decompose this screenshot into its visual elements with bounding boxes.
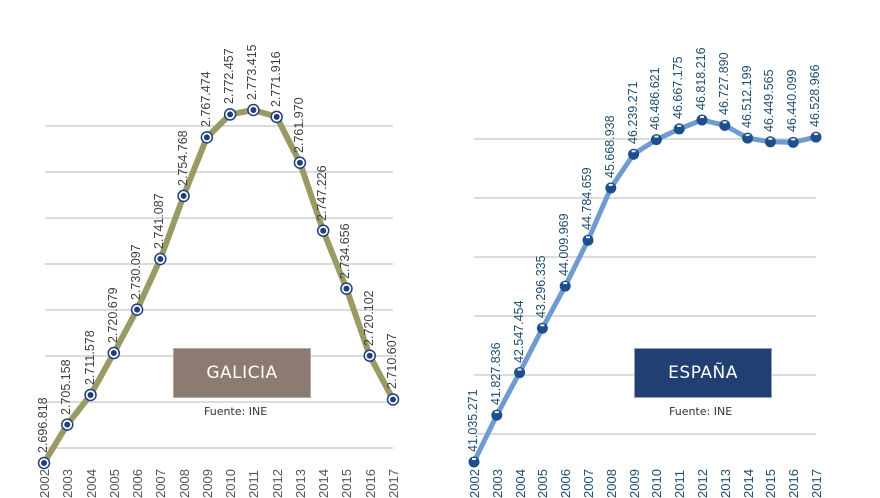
- data-value-label: 2.720.679: [105, 287, 120, 344]
- x-axis-tick-label: 2017: [386, 469, 401, 498]
- data-value-label: 2.771.916: [268, 51, 283, 107]
- data-point-marker: [764, 136, 776, 148]
- espana-series-line: [471, 117, 817, 464]
- galicia-series-line: [41, 107, 396, 465]
- x-axis-tick-label: 2015: [339, 469, 355, 498]
- data-value-label: 41.035.271: [466, 389, 480, 452]
- data-point-marker: [673, 123, 685, 135]
- data-value-label: 2.767.474: [198, 71, 213, 128]
- x-axis-tick-label: 2012: [269, 469, 285, 498]
- data-point-marker: [696, 114, 708, 126]
- x-axis-tick-label: 2011: [672, 470, 688, 498]
- data-value-label: 2.711.578: [82, 330, 97, 385]
- x-axis-tick-label: 2003: [60, 469, 76, 498]
- data-value-label: 46.440.099: [785, 69, 800, 133]
- x-axis-tick-label: 2002: [467, 469, 482, 498]
- data-value-label: 46.818.216: [694, 47, 708, 110]
- x-axis-tick-label: 2005: [106, 469, 122, 498]
- data-value-label: 2.754.768: [175, 130, 190, 186]
- x-axis-tick-label: 2012: [695, 469, 710, 498]
- data-value-label: 2.734.656: [338, 223, 353, 279]
- data-point-marker: [628, 148, 640, 160]
- data-value-label: 42.547.454: [511, 300, 526, 363]
- data-point-marker: [514, 367, 526, 379]
- data-point-marker: [810, 131, 822, 143]
- data-value-label: 46.486.621: [648, 67, 663, 130]
- data-markers: [37, 103, 822, 470]
- x-axis-tick-label: 2007: [153, 469, 169, 498]
- data-value-label: 2.741.087: [152, 193, 167, 249]
- x-axis-tick-label: 2006: [558, 469, 574, 498]
- data-point-marker: [719, 119, 731, 131]
- data-value-label: 2.773.415: [245, 44, 260, 100]
- data-value-label: 46.727.890: [716, 52, 731, 116]
- data-point-marker: [787, 136, 799, 148]
- x-axis-tick-label: 2009: [199, 469, 215, 498]
- data-value-label: 46.528.966: [808, 64, 822, 128]
- series-lines: [41, 107, 817, 465]
- data-value-label: 2.705.158: [59, 358, 74, 415]
- espana-title-badge: ESPAÑA: [634, 348, 772, 398]
- x-axis-tick-label: 2004: [83, 469, 99, 498]
- data-point-marker: [582, 234, 594, 246]
- data-value-label: 46.239.271: [625, 81, 640, 145]
- data-value-label: 46.512.199: [739, 65, 754, 129]
- espana-title: ESPAÑA: [668, 363, 738, 383]
- x-axis-tick-label: 2004: [512, 469, 528, 498]
- data-value-label: 2.710.607: [385, 333, 399, 390]
- galicia-title: GALICIA: [206, 363, 278, 383]
- data-point-marker: [742, 132, 754, 144]
- data-value-label: 2.696.818: [36, 397, 50, 453]
- x-axis-tick-label: 2013: [292, 469, 308, 498]
- data-value-label: 2.720.102: [361, 290, 376, 346]
- data-value-label: 45.668.938: [602, 115, 617, 178]
- x-axis-tick-label: 2010: [649, 469, 665, 498]
- data-point-marker: [536, 322, 548, 334]
- data-value-label: 2.747.226: [315, 165, 330, 221]
- x-axis-tick-label: 2014: [740, 469, 756, 498]
- data-value-label: 46.667.175: [671, 56, 686, 119]
- data-point-marker: [605, 182, 617, 194]
- data-point-marker: [491, 409, 503, 421]
- galicia-source: Fuente: INE: [204, 405, 268, 418]
- data-point-marker: [559, 280, 571, 292]
- data-value-label: 44.784.659: [580, 167, 594, 231]
- x-axis-tick-label: 2011: [246, 470, 262, 498]
- x-axis-tick-label: 2013: [717, 469, 733, 498]
- x-axis-tick-label: 2008: [603, 469, 619, 498]
- data-value-label: 2.730.097: [129, 244, 144, 300]
- x-axis-tick-label: 2016: [362, 469, 378, 498]
- data-value-label: 46.449.565: [762, 69, 777, 132]
- data-point-marker: [468, 456, 480, 468]
- x-axis-tick-label: 2016: [786, 469, 802, 498]
- x-axis-tick-label: 2007: [581, 469, 596, 498]
- x-axis-tick-label: 2003: [489, 469, 505, 498]
- data-value-label: 2.761.970: [291, 97, 306, 153]
- data-value-label: 41.827.836: [488, 342, 503, 406]
- data-value-label: 2.772.457: [222, 48, 237, 105]
- x-axis-tick-label: 2010: [223, 469, 239, 498]
- x-axis-tick-label: 2005: [535, 469, 551, 498]
- gridlines: [45, 125, 816, 449]
- data-value-label: 44.009.969: [557, 213, 572, 277]
- x-axis-tick-label: 2002: [37, 469, 52, 498]
- galicia-title-badge: GALICIA: [173, 348, 311, 398]
- x-axis-tick-label: 2017: [809, 469, 824, 498]
- x-axis-tick-label: 2014: [316, 469, 332, 498]
- espana-source: Fuente: INE: [669, 405, 733, 418]
- data-point-marker: [650, 134, 662, 146]
- x-axis-tick-label: 2008: [176, 469, 192, 498]
- x-axis-tick-label: 2006: [130, 469, 146, 498]
- data-value-label: 43.296.335: [534, 255, 549, 319]
- x-axis-tick-label: 2015: [763, 469, 779, 498]
- x-axis-tick-label: 2009: [626, 469, 642, 498]
